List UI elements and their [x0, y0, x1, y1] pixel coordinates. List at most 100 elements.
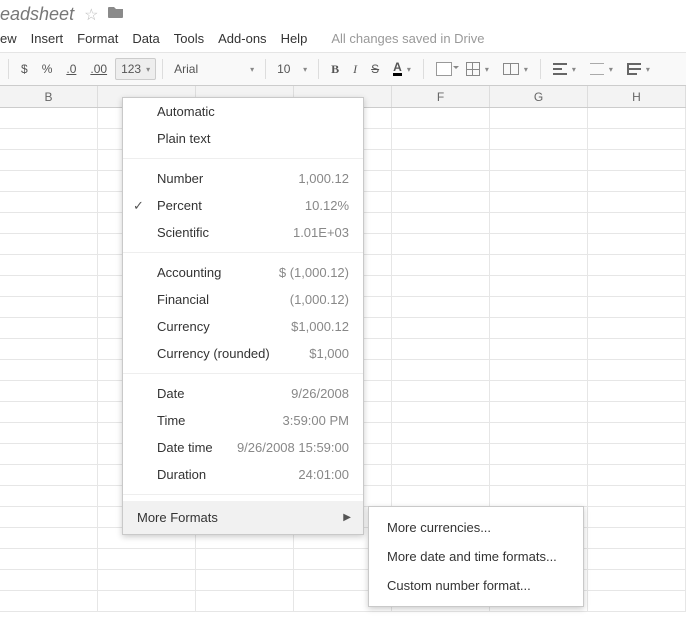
cell[interactable]	[0, 339, 98, 359]
font-family-dropdown[interactable]: Arial▾	[169, 59, 259, 79]
cell[interactable]	[0, 570, 98, 590]
cell[interactable]	[588, 570, 686, 590]
text-wrap-button[interactable]: ▾	[621, 59, 656, 79]
menu-data[interactable]: Data	[132, 31, 159, 46]
strikethrough-button[interactable]: S	[365, 58, 385, 80]
cell[interactable]	[98, 570, 196, 590]
cell[interactable]	[490, 234, 588, 254]
cell[interactable]	[490, 255, 588, 275]
cell[interactable]	[588, 129, 686, 149]
cell[interactable]	[588, 276, 686, 296]
cell[interactable]	[0, 297, 98, 317]
column-header[interactable]: H	[588, 86, 686, 107]
cell[interactable]	[0, 381, 98, 401]
cell[interactable]	[392, 465, 490, 485]
cell[interactable]	[0, 444, 98, 464]
submenu-item-more-date-and-time-formats[interactable]: More date and time formats...	[369, 542, 583, 571]
cell[interactable]	[490, 486, 588, 506]
format-percent-button[interactable]: %	[36, 58, 59, 80]
cell[interactable]	[0, 423, 98, 443]
cell[interactable]	[392, 171, 490, 191]
cell[interactable]	[588, 297, 686, 317]
italic-button[interactable]: I	[347, 58, 363, 81]
menu-add-ons[interactable]: Add-ons	[218, 31, 266, 46]
cell[interactable]	[392, 213, 490, 233]
cell[interactable]	[392, 297, 490, 317]
vertical-align-button[interactable]: ▾	[584, 59, 619, 79]
more-formats-item[interactable]: More Formats▶	[123, 501, 363, 534]
doc-title[interactable]: eadsheet	[0, 4, 74, 25]
cell[interactable]	[392, 234, 490, 254]
cell[interactable]	[490, 444, 588, 464]
cell[interactable]	[490, 276, 588, 296]
column-header[interactable]: F	[392, 86, 490, 107]
menu-insert[interactable]: Insert	[31, 31, 64, 46]
format-option-duration[interactable]: Duration24:01:00	[123, 461, 363, 488]
cell[interactable]	[392, 192, 490, 212]
cell[interactable]	[490, 129, 588, 149]
increase-decimal-button[interactable]: .00	[84, 58, 113, 80]
cell[interactable]	[0, 465, 98, 485]
cell[interactable]	[392, 360, 490, 380]
text-color-button[interactable]: A▾	[387, 58, 417, 80]
cell[interactable]	[490, 108, 588, 128]
cell[interactable]	[588, 108, 686, 128]
cell[interactable]	[588, 171, 686, 191]
cell[interactable]	[588, 255, 686, 275]
menu-tools[interactable]: Tools	[174, 31, 204, 46]
cell[interactable]	[588, 507, 686, 527]
format-option-automatic[interactable]: Automatic	[123, 98, 363, 125]
cell[interactable]	[588, 465, 686, 485]
cell[interactable]	[490, 297, 588, 317]
cell[interactable]	[392, 150, 490, 170]
cell[interactable]	[588, 486, 686, 506]
format-option-date[interactable]: Date9/26/2008	[123, 380, 363, 407]
number-format-dropdown[interactable]: 123▾	[115, 58, 156, 80]
cell[interactable]	[490, 423, 588, 443]
cell[interactable]	[392, 318, 490, 338]
cell[interactable]	[588, 591, 686, 611]
cell[interactable]	[588, 213, 686, 233]
cell[interactable]	[0, 234, 98, 254]
cell[interactable]	[0, 213, 98, 233]
menu-format[interactable]: Format	[77, 31, 118, 46]
cell[interactable]	[0, 108, 98, 128]
cell[interactable]	[588, 150, 686, 170]
borders-button[interactable]: ▾	[460, 58, 495, 80]
column-header[interactable]: G	[490, 86, 588, 107]
cell[interactable]	[588, 234, 686, 254]
format-option-financial[interactable]: Financial(1,000.12)	[123, 286, 363, 313]
menu-ew[interactable]: ew	[0, 31, 17, 46]
format-option-scientific[interactable]: Scientific1.01E+03	[123, 219, 363, 246]
format-option-accounting[interactable]: Accounting$ (1,000.12)	[123, 259, 363, 286]
submenu-item-more-currencies[interactable]: More currencies...	[369, 513, 583, 542]
cell[interactable]	[0, 486, 98, 506]
font-size-dropdown[interactable]: 10▾	[272, 59, 312, 79]
cell[interactable]	[588, 549, 686, 569]
cell[interactable]	[588, 360, 686, 380]
star-icon[interactable]: ☆	[84, 5, 98, 25]
decrease-decimal-button[interactable]: .0	[60, 58, 82, 80]
cell[interactable]	[588, 339, 686, 359]
cell[interactable]	[490, 339, 588, 359]
cell[interactable]	[0, 129, 98, 149]
submenu-item-custom-number-format[interactable]: Custom number format...	[369, 571, 583, 600]
cell[interactable]	[490, 213, 588, 233]
format-currency-button[interactable]: $	[15, 58, 34, 80]
cell[interactable]	[392, 339, 490, 359]
format-option-plain-text[interactable]: Plain text	[123, 125, 363, 152]
cell[interactable]	[196, 591, 294, 611]
cell[interactable]	[490, 192, 588, 212]
format-option-date-time[interactable]: Date time9/26/2008 15:59:00	[123, 434, 363, 461]
cell[interactable]	[490, 318, 588, 338]
cell[interactable]	[588, 528, 686, 548]
cell[interactable]	[490, 150, 588, 170]
format-option-percent[interactable]: ✓Percent10.12%	[123, 192, 363, 219]
format-option-currency-rounded-[interactable]: Currency (rounded)$1,000	[123, 340, 363, 367]
merge-cells-button[interactable]: ▾	[497, 59, 534, 79]
cell[interactable]	[0, 360, 98, 380]
cell[interactable]	[0, 507, 98, 527]
cell[interactable]	[490, 360, 588, 380]
cell[interactable]	[392, 402, 490, 422]
cell[interactable]	[0, 171, 98, 191]
